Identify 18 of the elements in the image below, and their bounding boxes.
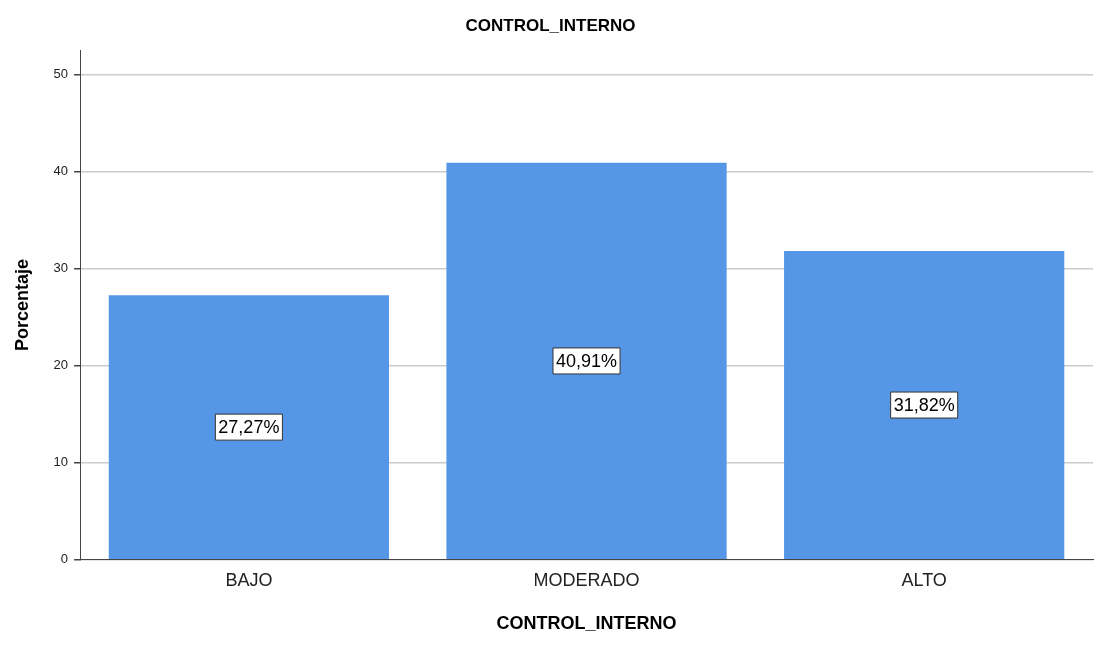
data-label: 31,82% [893, 395, 955, 416]
y-axis-title: Porcentaje [11, 259, 32, 352]
y-tick-label: 50 [53, 66, 69, 82]
bar [784, 251, 1065, 560]
y-tick-label: 30 [53, 260, 69, 276]
bar [446, 162, 727, 560]
chart-title: CONTROL_INTERNO [465, 15, 636, 35]
x-tick-label: BAJO [225, 569, 273, 590]
x-tick-label: MODERADO [533, 569, 640, 590]
x-tick-label: ALTO [901, 569, 947, 590]
data-label: 27,27% [218, 417, 280, 438]
y-tick-label: 10 [53, 454, 69, 470]
y-tick-label: 0 [60, 551, 69, 567]
y-tick-label: 40 [53, 163, 69, 179]
x-axis-title: CONTROL_INTERNO [496, 613, 677, 634]
y-tick-label: 20 [53, 357, 69, 373]
data-label: 40,91% [556, 350, 618, 371]
bar [108, 295, 390, 560]
